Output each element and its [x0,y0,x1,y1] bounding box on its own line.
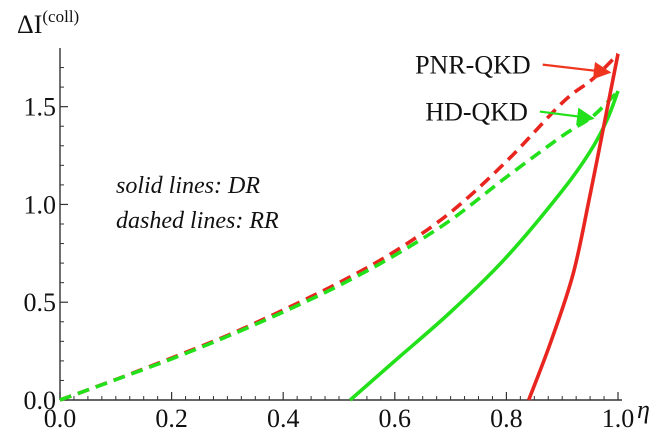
x-tick-label: 0.6 [379,404,412,433]
series-green-dashed [59,89,620,402]
note-solid-lines: solid lines: DR [116,173,260,199]
y-axis-title-sup: (coll) [42,7,79,26]
x-tick-label: 1.0 [602,404,635,433]
x-tick-label: 0.2 [155,404,188,433]
x-tick-label: 0.0 [44,404,77,433]
y-tick-label: 1.5 [24,93,57,122]
annotation-layer: PNR-QKD HD-QKD [415,51,612,127]
y-tick-label: 0.5 [24,288,57,317]
y-axis-title: ΔI(coll) [17,7,79,39]
x-tick-label: 0.4 [267,404,300,433]
series-red-solid [527,53,620,401]
y-tick-label: 1.0 [24,190,57,219]
x-axis-title: η [637,395,650,424]
note-dashed-lines: dashed lines: RR [116,208,279,234]
annotation-label: PNR-QKD [415,51,531,80]
series-green-solid [349,90,620,402]
axes: 0.0 0.2 0.4 0.6 0.8 1.0 0.0 0.5 1.0 1.5 [24,48,635,433]
x-tick-label: 0.8 [490,404,523,433]
annotation-label: HD-QKD [425,98,528,127]
annotation-arrow [542,61,612,80]
series-layer [59,52,620,402]
y-tick-label: 0.0 [24,386,57,415]
annotation-arrow [539,107,595,126]
y-axis-title-main: ΔI [17,10,42,39]
